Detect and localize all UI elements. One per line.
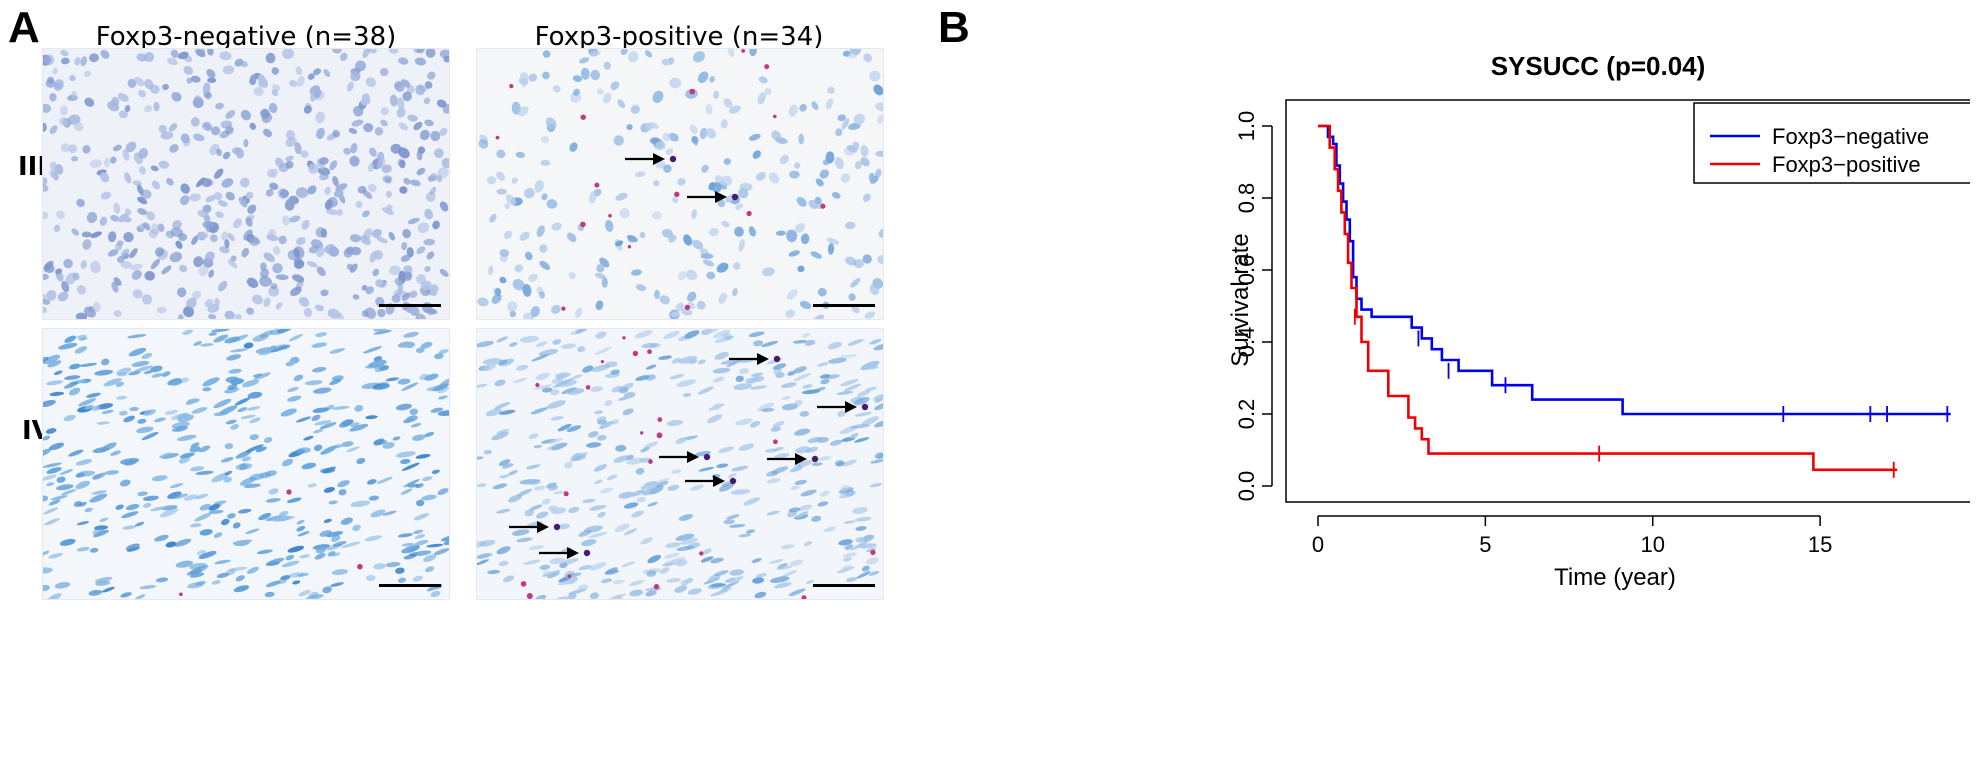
- scale-bar: [813, 304, 875, 307]
- column-title-positive: Foxp3-positive (n=34): [534, 22, 824, 52]
- iv-positive-texture: [477, 329, 883, 599]
- y-axis-label: Survival rate: [1227, 233, 1254, 366]
- micrograph-iii-negative: [42, 48, 450, 320]
- x-tick-label: 5: [1479, 532, 1491, 557]
- iii-positive-texture: [477, 49, 883, 319]
- arrow-head: [757, 353, 769, 365]
- scale-bar: [813, 584, 875, 587]
- column-title-negative: Foxp3-negative (n=38): [95, 22, 397, 52]
- arrow-head: [713, 475, 725, 487]
- cell-nuclei: [477, 49, 883, 319]
- x-axis-label: Time (year): [1554, 564, 1676, 591]
- chart-legend: Foxp3−negative Foxp3−positive: [1693, 102, 1970, 184]
- series-line-positive: [1318, 124, 1898, 472]
- y-tick-label: 0.2: [1234, 399, 1259, 430]
- x-tick-label: 0: [1312, 532, 1324, 557]
- iv-negative-texture: [43, 329, 449, 599]
- series-line-negative: [1318, 124, 1951, 416]
- foxp3-positive-cells: [520, 336, 876, 599]
- arrow-head: [537, 521, 549, 533]
- foxp3-positive-cells: [495, 49, 826, 311]
- arrows: [509, 353, 857, 559]
- arrows: [625, 153, 727, 203]
- y-tick-label: 1.0: [1234, 111, 1259, 142]
- chart-title: SYSUCC (p=0.04): [1491, 51, 1706, 81]
- micrograph-iv-negative: [42, 328, 450, 600]
- x-tick-label: 10: [1640, 532, 1664, 557]
- micrograph-iii-positive: [476, 48, 884, 320]
- arrow-head: [795, 453, 807, 465]
- scale-bar: [379, 304, 441, 307]
- legend-entry: Foxp3−negative: [1772, 124, 1929, 149]
- y-tick-label: 0.6: [1234, 255, 1259, 286]
- panel-a-letter: A: [8, 3, 40, 52]
- legend-box: [1693, 102, 1970, 184]
- y-tick-label: 0.0: [1234, 471, 1259, 502]
- y-tick-label: 0.8: [1234, 183, 1259, 214]
- legend-entry: Foxp3−positive: [1772, 152, 1921, 177]
- survival-chart: SYSUCC (p=0.04) 0 5 10 15 0.0 0.2 0.4 0.6 0.8 1.0…: [1227, 51, 1970, 591]
- arrow-head: [653, 153, 665, 165]
- foxp3-positive-cells: [179, 489, 363, 597]
- x-tick-label: 15: [1808, 532, 1832, 557]
- micrograph-iv-positive: [476, 328, 884, 600]
- plot-frame: [1285, 99, 1970, 503]
- scale-bar: [379, 584, 441, 587]
- arrow-head: [845, 401, 857, 413]
- arrow-head: [567, 547, 579, 559]
- panel-b-letter: B: [938, 3, 970, 52]
- cell-nuclei: [43, 329, 449, 599]
- iii-negative-texture: [43, 49, 449, 319]
- y-tick-label: 0.4: [1234, 327, 1259, 358]
- cell-nuclei: [43, 49, 449, 319]
- arrow-head: [687, 451, 699, 463]
- arrow-head: [715, 191, 727, 203]
